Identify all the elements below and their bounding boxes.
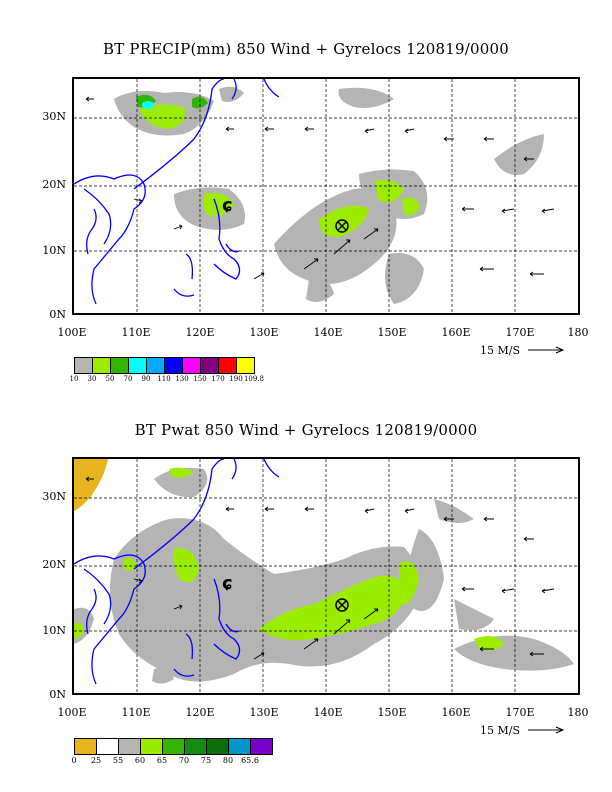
precip-typhoon-symbol: ɕ — [222, 195, 233, 216]
lon-label-120e: 120E — [185, 706, 215, 719]
lon-label-140e: 140E — [313, 326, 343, 339]
precip-colorbar-label: 109.8 — [243, 375, 265, 383]
precip-coastlines — [74, 79, 280, 305]
lat-label-30n: 30N — [42, 110, 66, 123]
lon-label-130e: 130E — [249, 706, 279, 719]
pwat-coastlines — [74, 459, 280, 685]
precip-colorbar-label: 10 — [69, 375, 79, 383]
pwat-gyre-marker — [335, 598, 349, 612]
pwat-colorbar-label: 0 — [71, 756, 77, 765]
lat-label-20n: 20N — [42, 178, 66, 191]
lon-label-130e: 130E — [249, 326, 279, 339]
pwat-colorbar-label: 65.6 — [241, 756, 259, 765]
pwat-colorbar-label: 55 — [112, 756, 124, 765]
pwat-colorbar-swatch — [96, 738, 119, 755]
precip-colorbar-label: 30 — [87, 375, 97, 383]
reference-vector-arrow — [527, 346, 564, 354]
lon-label-100e: 100E — [57, 706, 87, 719]
lon-label-180: 180 — [567, 706, 589, 719]
pwat-colorbar-swatch — [162, 738, 185, 755]
lon-label-110e: 110E — [121, 326, 151, 339]
pwat-colorbar-swatch — [74, 738, 97, 755]
precip-colorbar-label: 50 — [105, 375, 115, 383]
pwat-shading-gray — [74, 467, 574, 684]
pwat-colorbar-swatch — [228, 738, 251, 755]
panel-2-title: BT Pwat 850 Wind + Gyrelocs 120819/0000 — [134, 421, 478, 439]
precip-colorbar-swatch — [92, 357, 111, 374]
pwat-colorbar-swatch — [250, 738, 273, 755]
pwat-colorbar-swatch — [184, 738, 207, 755]
lat-label-0n: 0N — [49, 688, 66, 701]
pwat-colorbar-swatch — [140, 738, 163, 755]
precip-map-canvas: ɕ — [74, 79, 578, 313]
precip-colorbar-swatch — [200, 357, 219, 374]
precip-colorbar-swatch — [74, 357, 93, 374]
lon-label-150e: 150E — [377, 706, 407, 719]
pwat-map-canvas: ɕ — [74, 459, 578, 693]
lon-label-160e: 160E — [441, 706, 471, 719]
svg-text:ɕ: ɕ — [222, 573, 233, 594]
lon-label-120e: 120E — [185, 326, 215, 339]
reference-vector-label: 15 M/S — [480, 344, 564, 357]
lat-label-30n: 30N — [42, 490, 66, 503]
precip-colorbar-swatch — [236, 357, 255, 374]
pwat-colorbar-label: 75 — [200, 756, 212, 765]
pwat-colorbar-swatch — [118, 738, 141, 755]
precip-graticule — [74, 79, 578, 313]
pwat-wind-vectors — [85, 476, 555, 660]
lat-label-20n: 20N — [42, 558, 66, 571]
lon-label-150e: 150E — [377, 326, 407, 339]
pwat-colorbar-label: 65 — [156, 756, 168, 765]
precip-colorbar-swatch — [164, 357, 183, 374]
lat-label-10n: 10N — [42, 244, 66, 257]
precip-colorbar-swatch — [110, 357, 129, 374]
lon-label-100e: 100E — [57, 326, 87, 339]
lat-label-0n: 0N — [49, 308, 66, 321]
pwat-map: ɕ — [72, 457, 580, 695]
precip-colorbar-label: 90 — [141, 375, 151, 383]
svg-text:ɕ: ɕ — [222, 195, 233, 216]
reference-vector-label: 15 M/S — [480, 724, 564, 737]
lon-label-170e: 170E — [505, 326, 535, 339]
pwat-graticule — [74, 459, 578, 693]
lat-label-10n: 10N — [42, 624, 66, 637]
precip-wind-vectors — [85, 96, 555, 280]
panel-1-title: BT PRECIP(mm) 850 Wind + Gyrelocs 120819… — [103, 40, 509, 58]
reference-vector-arrow — [527, 726, 564, 734]
pwat-shading-dry — [74, 459, 108, 511]
lon-label-180: 180 — [567, 326, 589, 339]
precip-map: ɕ — [72, 77, 580, 315]
precip-colorbar-swatch — [218, 357, 237, 374]
lon-label-160e: 160E — [441, 326, 471, 339]
precip-colorbar-label: 70 — [123, 375, 133, 383]
pwat-colorbar-label: 70 — [178, 756, 190, 765]
pwat-colorbar-label: 60 — [134, 756, 146, 765]
precip-shading-green — [139, 104, 420, 238]
pwat-shading-green — [74, 467, 504, 651]
precip-colorbar-label: 190 — [229, 375, 243, 383]
precip-colorbar-label: 130 — [175, 375, 189, 383]
lon-label-170e: 170E — [505, 706, 535, 719]
precip-gyre-marker — [335, 219, 349, 233]
pwat-colorbar-label: 80 — [222, 756, 234, 765]
precip-colorbar-swatch — [146, 357, 165, 374]
lon-label-110e: 110E — [121, 706, 151, 719]
pwat-colorbar-label: 25 — [90, 756, 102, 765]
lon-label-140e: 140E — [313, 706, 343, 719]
precip-colorbar-swatch — [128, 357, 147, 374]
pwat-colorbar-swatch — [206, 738, 229, 755]
precip-colorbar-label: 150 — [193, 375, 207, 383]
precip-colorbar-label: 110 — [157, 375, 171, 383]
precip-colorbar-swatch — [182, 357, 201, 374]
pwat-typhoon-symbol: ɕ — [222, 573, 233, 594]
precip-shading-cyan — [142, 101, 154, 109]
precip-colorbar-label: 170 — [211, 375, 225, 383]
